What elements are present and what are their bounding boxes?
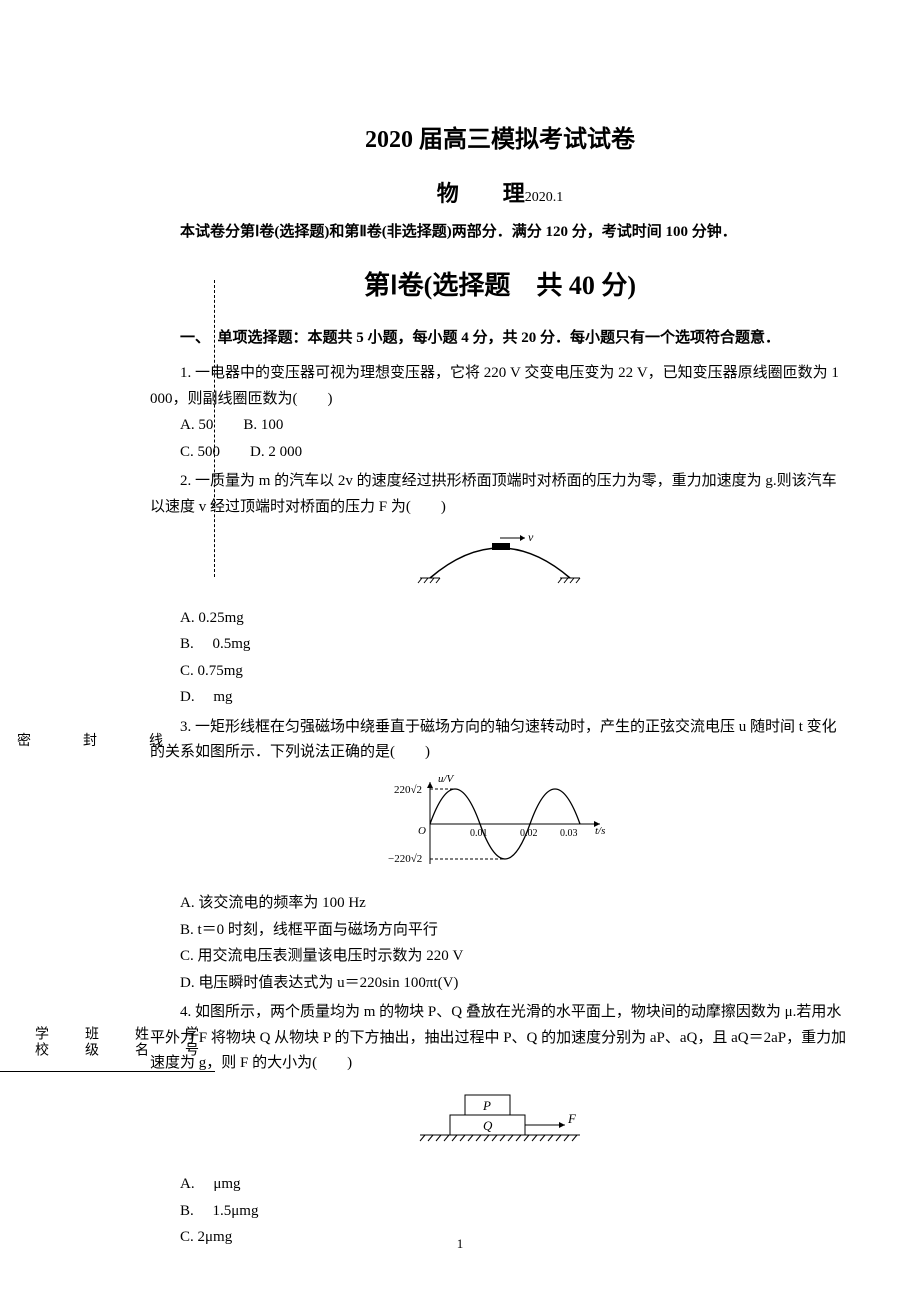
block-p-label: P [482, 1098, 491, 1113]
block-q-label: Q [483, 1118, 493, 1133]
y-axis-label: u/V [438, 774, 455, 785]
q4-optB: B. 1.5μmg [150, 1199, 850, 1225]
q2-optB: B. 0.5mg [150, 632, 850, 658]
xtick-1: 0.01 [470, 828, 488, 839]
exam-page: 学号 姓名 班级 学校 区县 线 封 密 2020 届高三模拟考试试卷 物 理2… [0, 0, 920, 1302]
q3-optA: A. 该交流电的频率为 100 Hz [150, 891, 850, 917]
page-number: 1 [0, 1236, 920, 1252]
field-banji: 班级 [65, 903, 115, 1200]
subsection-1: 一、 单项选择题：本题共 5 小题，每小题 4 分，共 20 分．每小题只有一个… [150, 326, 850, 352]
sidebar-fields-col: 学号 姓名 班级 学校 区县 [0, 903, 215, 1200]
q1-opts-cd: C. 500 D. 2 000 [150, 440, 850, 466]
origin-label: O [418, 825, 426, 837]
q2-optA: A. 0.25mg [150, 606, 850, 632]
ground-right [558, 578, 580, 583]
q3-optC: C. 用交流电压表测量该电压时示数为 220 V [150, 944, 850, 970]
q2-optC: C. 0.75mg [150, 659, 850, 685]
ground-hatching [420, 1135, 577, 1141]
seal-line-col: 线 封 密 [0, 591, 215, 888]
q1-optD: D. 2 000 [250, 444, 302, 460]
subject-title: 物 理2020.1 [150, 175, 850, 212]
field-label: 班级 [83, 1026, 98, 1058]
q4-text: 4. 如图所示，两个质量均为 m 的物块 P、Q 叠放在光滑的水平面上，物块间的… [150, 1000, 850, 1077]
blocks-diagram: P Q F [390, 1085, 610, 1155]
velocity-arrow-head [520, 535, 525, 541]
q1-text: 1. 一电器中的变压器可视为理想变压器，它将 220 V 交变电压变为 22 V… [150, 361, 850, 412]
bridge-diagram: v [400, 528, 600, 588]
q3-optD: D. 电压瞬时值表达式为 u＝220sin 100πt(V) [150, 971, 850, 997]
exam-date: 2020.1 [525, 190, 564, 205]
seal-char: 线 [149, 730, 163, 750]
car-icon [492, 543, 510, 550]
subject-name: 物 理 [437, 181, 525, 206]
field-label: 姓名 [133, 1026, 148, 1058]
main-title: 2020 届高三模拟考试试卷 [150, 120, 850, 161]
y-axis-arrow [427, 782, 433, 788]
field-xuexiao: 学校 [15, 903, 65, 1200]
sine-wave-chart: u/V t/s 220√2 −220√2 O 0.01 0.02 0.03 [380, 774, 620, 874]
ground-left [418, 578, 440, 583]
binding-sidebar: 学号 姓名 班级 学校 区县 线 封 密 [50, 280, 130, 1200]
field-label: 学校 [33, 1026, 48, 1058]
field-quxian: 区县 [0, 903, 15, 1200]
field-label: 学号 [183, 1026, 198, 1058]
q1-opts-ab: A. 50 B. 100 [150, 413, 850, 439]
outer-dash-line [214, 280, 215, 577]
velocity-label: v [528, 530, 534, 544]
q2-text: 2. 一质量为 m 的汽车以 2v 的速度经过拱形桥面顶端时对桥面的压力为零，重… [150, 469, 850, 520]
y-bottom-label: −220√2 [388, 853, 422, 865]
q4-figure: P Q F [150, 1085, 850, 1165]
exam-content: 2020 届高三模拟考试试卷 物 理2020.1 本试卷分第Ⅰ卷(选择题)和第Ⅱ… [150, 0, 850, 1251]
exam-intro: 本试卷分第Ⅰ卷(选择题)和第Ⅱ卷(非选择题)两部分．满分 120 分，考试时间 … [150, 220, 850, 246]
bridge-arc [430, 548, 570, 578]
seal-char: 密 [17, 730, 31, 750]
field-xuehao: 学号 [165, 903, 215, 1200]
q4-optA: A. μmg [150, 1172, 850, 1198]
q3-figure: u/V t/s 220√2 −220√2 O 0.01 0.02 0.03 [150, 774, 850, 884]
xtick-3: 0.03 [560, 828, 578, 839]
x-axis-label: t/s [595, 825, 605, 837]
q3-optB: B. t＝0 时刻，线框平面与磁场方向平行 [150, 918, 850, 944]
field-xingming: 姓名 [115, 903, 165, 1200]
q2-figure: v [150, 528, 850, 598]
y-top-label: 220√2 [394, 784, 422, 796]
xtick-2: 0.02 [520, 828, 538, 839]
force-arrow [559, 1122, 565, 1128]
force-label: F [567, 1111, 577, 1126]
q3-text: 3. 一矩形线框在匀强磁场中绕垂直于磁场方向的轴匀速转动时，产生的正弦交流电压 … [150, 715, 850, 766]
section-1-title: 第Ⅰ卷(选择题 共 40 分) [150, 264, 850, 308]
q2-optD: D. mg [150, 685, 850, 711]
seal-char: 封 [83, 730, 97, 750]
q1-optB: B. 100 [243, 417, 283, 433]
